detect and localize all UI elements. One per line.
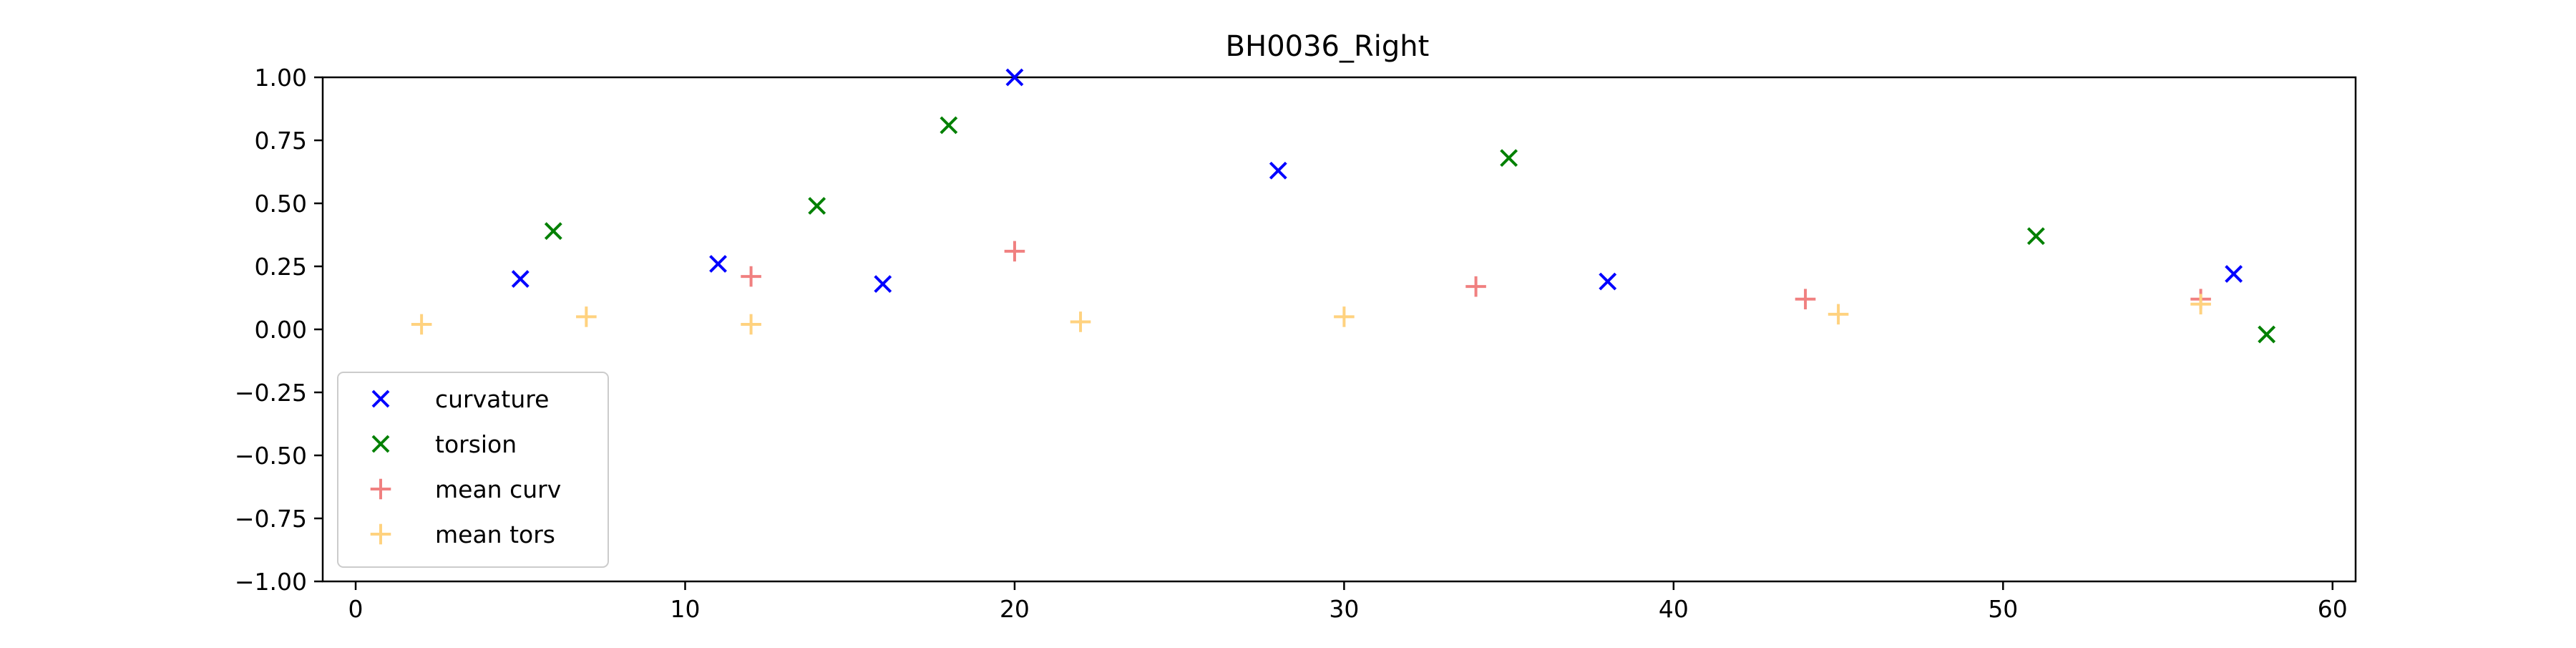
legend: curvature torsion mean curv mean tors	[337, 372, 609, 568]
series-curvature	[511, 68, 2243, 294]
x-tick-label: 20	[1000, 595, 1030, 623]
data-point	[1500, 149, 1518, 168]
data-point	[411, 314, 432, 335]
data-point	[2258, 325, 2276, 344]
y-tick-label: 1.00	[255, 64, 307, 92]
legend-entry	[370, 523, 391, 545]
data-point	[808, 197, 826, 215]
series-torsion	[544, 116, 2276, 344]
data-point	[544, 222, 562, 241]
data-point	[1795, 289, 1816, 310]
y-tick-label: 0.75	[255, 127, 307, 155]
data-point	[741, 266, 761, 287]
data-point	[1070, 311, 1091, 332]
data-marks	[411, 68, 2276, 344]
series-mean-tors	[411, 294, 2211, 335]
y-tick-label: 0.00	[255, 316, 307, 344]
legend-label: torsion	[435, 430, 517, 458]
data-point	[1005, 68, 1024, 87]
data-point	[2026, 227, 2045, 246]
data-point	[576, 306, 597, 327]
data-point	[2190, 294, 2211, 315]
x-tick-label: 50	[1988, 595, 2018, 623]
data-point	[1465, 276, 1486, 297]
data-point	[709, 255, 727, 273]
data-point	[511, 270, 530, 289]
legend-marker	[370, 478, 391, 500]
axes: 0 10 20 30 40 50 60 −1.00 −0.75 −0.50 −0.25 0.00 0.2…	[235, 64, 2357, 623]
data-point	[2225, 265, 2243, 283]
data-point	[874, 275, 892, 294]
x-tick-label: 60	[2318, 595, 2348, 623]
y-tick-label: 0.50	[255, 190, 307, 218]
legend-entry	[371, 435, 390, 453]
chart-title: BH0036_Right	[1226, 30, 1430, 63]
legend-label: mean curv	[435, 475, 561, 503]
x-tick-label: 10	[670, 595, 700, 623]
legend-marker	[370, 523, 391, 545]
y-tick-label: −0.25	[235, 379, 307, 407]
legend-box	[337, 372, 609, 568]
y-tick-label: 0.25	[255, 253, 307, 281]
y-tick-label: −0.75	[235, 505, 307, 533]
data-point	[1599, 272, 1617, 291]
y-tick-label: −1.00	[235, 568, 307, 596]
data-point	[940, 116, 958, 135]
y-tick-label: −0.50	[235, 442, 307, 470]
series-mean-curv	[741, 241, 2211, 310]
x-tick-label: 30	[1329, 595, 1359, 623]
data-point	[1004, 241, 1025, 262]
data-point	[1334, 306, 1355, 327]
legend-marker	[371, 435, 390, 453]
plot-frame	[321, 76, 2357, 583]
legend-label: mean tors	[435, 521, 555, 548]
legend-marker	[371, 390, 390, 408]
data-point	[1828, 304, 1849, 325]
data-point	[741, 314, 761, 335]
legend-entry	[370, 478, 391, 500]
x-tick-label: 40	[1659, 595, 1689, 623]
data-point	[1269, 161, 1287, 180]
x-tick-label: 0	[348, 595, 364, 623]
legend-entry	[371, 390, 390, 408]
legend-label: curvature	[435, 385, 549, 413]
